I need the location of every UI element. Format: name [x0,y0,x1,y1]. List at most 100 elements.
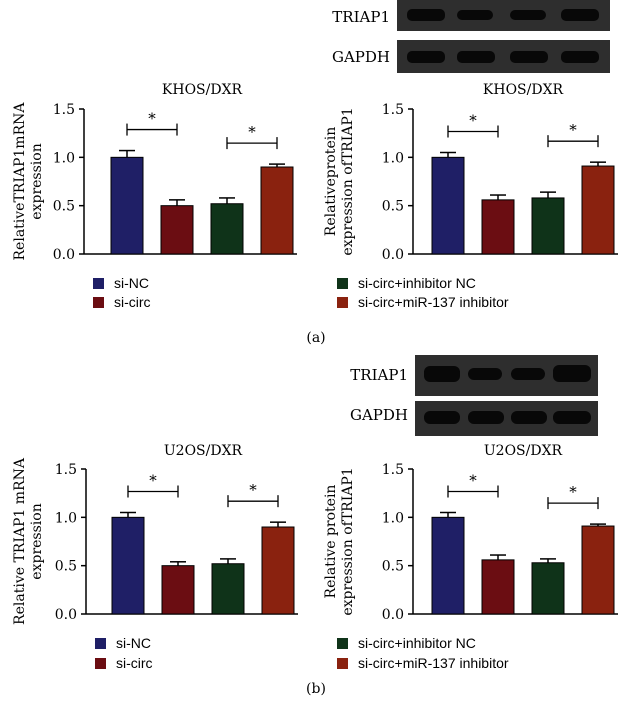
blot-band [407,51,445,63]
significance-star: * [569,483,577,501]
legend-b: si-NC si-circ si-circ+inhibitor NC si-ci… [95,635,509,671]
bar [261,526,295,615]
blot-a-label-triap1: TRIAP1 [332,8,390,26]
blot-a-label-gapdh: GAPDH [332,48,390,66]
legend-label-inhibitor-nc: si-circ+inhibitor NC [358,275,476,291]
y-axis-label-line: Relative protein [323,485,339,599]
blot-band [511,368,545,380]
y-tick-label: 0.0 [53,247,75,263]
blot-band [468,411,504,424]
y-tick-label: 1.0 [55,510,77,526]
legend-label-si-circ: si-circ [114,294,151,310]
significance-star: * [249,481,257,499]
y-tick-label: 1.0 [53,150,75,166]
legend-swatch-si-nc [93,278,104,289]
legend-swatch-si-circ [93,297,104,308]
blot-band [407,9,445,21]
blot-band [510,10,546,20]
y-tick-label: 0.5 [382,559,404,575]
legend-label-si-nc: si-NC [114,275,149,291]
bar [531,197,565,255]
bar [260,166,294,255]
chart-title: U2OS/DXR [164,443,243,459]
significance-star: * [149,472,157,490]
y-axis-label-line: expression [29,503,45,579]
legend-label-si-nc: si-NC [116,635,151,651]
bar [111,516,145,615]
blot-b-label-triap1: TRIAP1 [350,366,408,384]
blot-band [424,411,460,424]
y-axis-label-line: expression [29,143,45,219]
chart-u2os-mrna: 0.0 0.5 1.0 1.5 U2OS/DXR Relative TRIAP1 mRNA… [12,443,298,625]
bar [581,165,615,255]
legend-swatch-si-circ [95,658,106,669]
significance-star: * [469,472,477,490]
y-tick-label: 1.5 [382,102,404,118]
blot-band [457,10,493,20]
significance-star: * [148,110,156,128]
legend-swatch-mir137-inhibitor [337,658,348,669]
y-tick-label: 1.5 [382,462,404,478]
y-axis-label: RelativeTRIAP1mRNAexpression [12,102,45,261]
significance-star: * [469,112,477,130]
chart-title: KHOS/DXR [162,82,243,98]
y-axis-label-line: expression ofTRIAP1 [340,107,356,255]
legend-label-si-circ: si-circ [116,655,153,671]
blot-band [510,51,548,63]
legend-a: si-NC si-circ si-circ+inhibitor NC si-ci… [93,275,509,310]
blot-band [468,368,502,380]
y-tick-label: 0.0 [382,607,404,623]
y-tick-label: 0.0 [382,247,404,263]
bar [210,203,244,255]
y-axis-label: Relative proteinexpression ofTRIAP1 [323,467,356,615]
y-tick-label: 0.5 [55,559,77,575]
bar [581,525,615,615]
bar [160,205,194,255]
blot-band [553,411,591,424]
legend-label-mir137-inhibitor: si-circ+miR-137 inhibitor [358,294,509,310]
bar [211,563,245,615]
blot-b: TRIAP1 GAPDH [350,355,598,436]
legend-swatch-inhibitor-nc [337,638,348,649]
chart-khos-mrna: 0.0 0.5 1.0 1.5 KHOS/DXR RelativeTRIAP1mRNAex… [12,82,297,263]
y-tick-label: 1.5 [55,462,77,478]
bar [110,156,144,255]
y-axis-label: Relativeproteinexpression ofTRIAP1 [323,107,356,255]
blot-b-label-gapdh: GAPDH [350,406,408,424]
blot-band [511,411,547,424]
y-tick-label: 0.0 [55,607,77,623]
chart-khos-protein: 0.0 0.5 1.0 1.5 KHOS/DXR Relativeproteinexpre… [323,82,618,263]
y-axis-label-line: RelativeTRIAP1mRNA [12,102,28,261]
y-axis-label-line: expression ofTRIAP1 [340,467,356,615]
blot-band [561,51,599,63]
panel-label-a: (a) [306,330,325,346]
bar [481,559,515,615]
bar [481,199,515,255]
chart-title: U2OS/DXR [484,443,563,459]
y-tick-label: 1.0 [382,150,404,166]
blot-a: TRIAP1 GAPDH [332,0,610,73]
legend-label-inhibitor-nc: si-circ+inhibitor NC [358,635,476,651]
y-tick-label: 0.5 [382,199,404,215]
significance-star: * [248,123,256,141]
blot-band [457,51,495,63]
legend-swatch-inhibitor-nc [337,278,348,289]
y-tick-label: 0.5 [53,199,75,215]
bar [531,562,565,615]
y-tick-label: 1.5 [53,102,75,118]
blot-band [553,365,591,382]
legend-swatch-mir137-inhibitor [337,297,348,308]
chart-title: KHOS/DXR [483,82,564,98]
blot-band [561,9,599,21]
chart-u2os-protein: 0.0 0.5 1.0 1.5 U2OS/DXR Relative proteinexpr… [323,443,618,623]
y-axis-label: Relative TRIAP1 mRNAexpression [12,457,45,625]
y-axis-label-line: Relative TRIAP1 mRNA [12,457,28,625]
y-tick-label: 1.0 [382,510,404,526]
legend-swatch-si-nc [95,638,106,649]
blot-band [424,366,460,382]
bar [431,156,465,255]
significance-star: * [569,121,577,139]
legend-label-mir137-inhibitor: si-circ+miR-137 inhibitor [358,655,509,671]
bar [431,516,465,615]
